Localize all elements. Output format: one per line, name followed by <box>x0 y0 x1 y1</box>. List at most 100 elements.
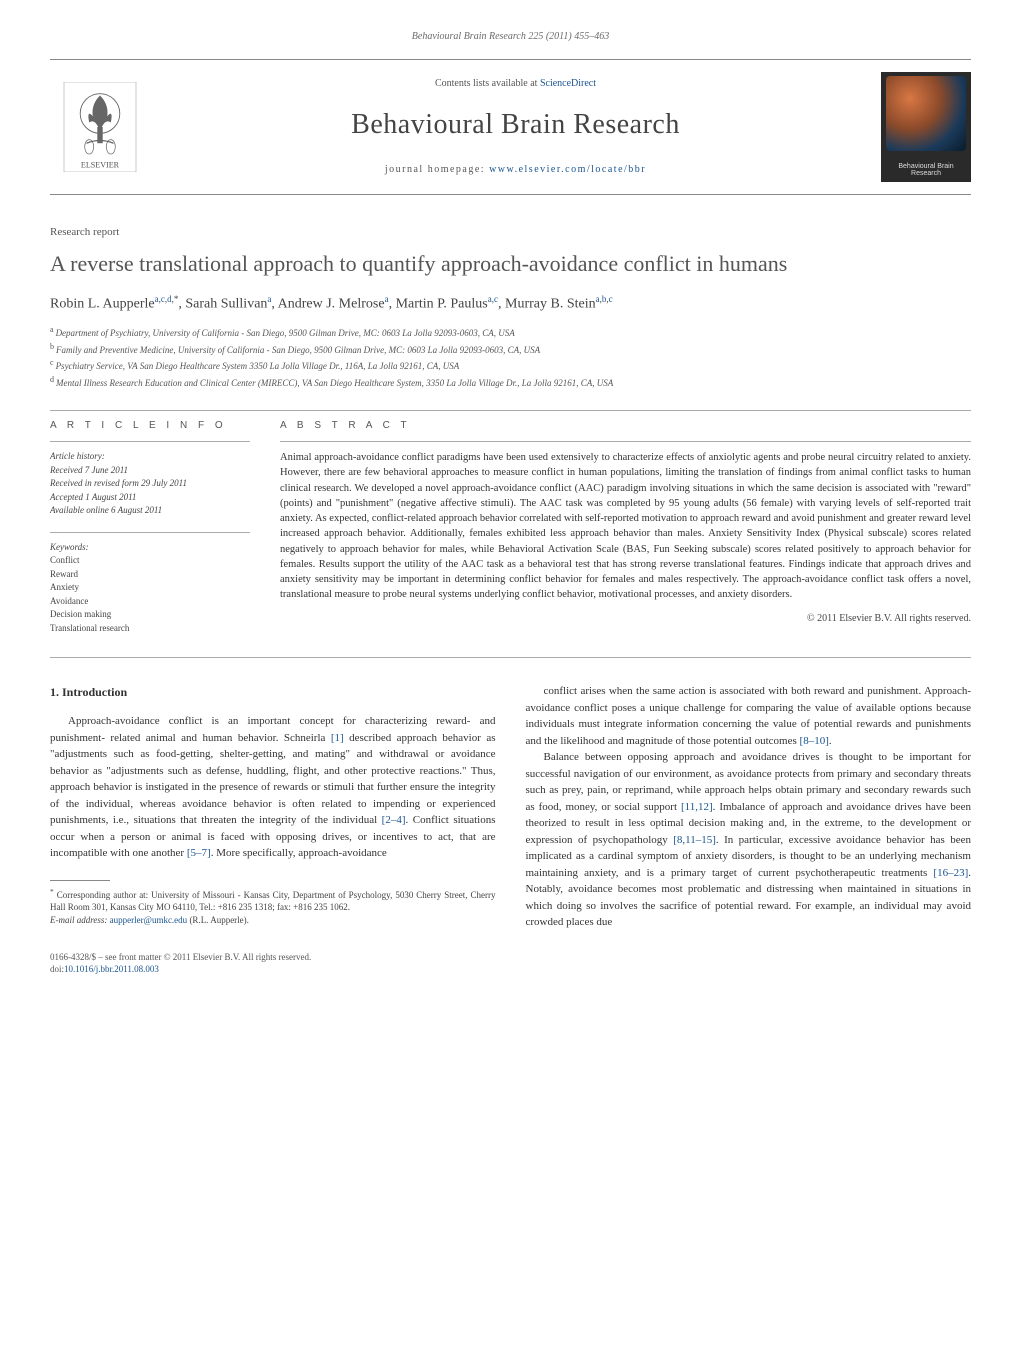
svg-text:ELSEVIER: ELSEVIER <box>81 161 120 170</box>
section-heading: 1. Introduction <box>50 683 496 701</box>
doi-link[interactable]: 10.1016/j.bbr.2011.08.003 <box>64 964 159 974</box>
corr-text: Corresponding author at: University of M… <box>50 890 496 913</box>
corresponding-author-note: * Corresponding author at: University of… <box>50 887 496 914</box>
page-footer: 0166-4328/$ – see front matter © 2011 El… <box>50 951 971 976</box>
author: Martin P. Paulus <box>396 297 488 312</box>
body-column-left: 1. Introduction Approach-avoidance confl… <box>50 683 496 931</box>
affil-marker-link[interactable]: c <box>609 294 613 304</box>
rule <box>50 441 250 442</box>
affil-marker-link[interactable]: b <box>602 294 607 304</box>
homepage-label: journal homepage: <box>385 164 489 175</box>
author: Andrew J. Melrose <box>278 297 385 312</box>
history-line: Available online 6 August 2011 <box>50 504 250 518</box>
cover-caption: Behavioural Brain Research <box>885 163 967 178</box>
affil-marker-link[interactable]: d <box>167 294 172 304</box>
affil-marker-link[interactable]: a <box>267 294 271 304</box>
homepage-line: journal homepage: www.elsevier.com/locat… <box>170 163 861 177</box>
affiliation: c Psychiatry Service, VA San Diego Healt… <box>50 357 971 374</box>
author-marker: a <box>385 294 389 304</box>
section-title: Introduction <box>62 685 127 699</box>
rule <box>50 410 971 411</box>
article-info-column: A R T I C L E I N F O Article history: R… <box>50 419 250 635</box>
keywords-block: Keywords: ConflictRewardAnxietyAvoidance… <box>50 541 250 636</box>
author: Murray B. Stein <box>505 297 596 312</box>
body-paragraph: Balance between opposing approach and av… <box>526 749 972 931</box>
body-paragraph: Approach-avoidance conflict is an import… <box>50 713 496 862</box>
author: Robin L. Aupperle <box>50 297 155 312</box>
info-abstract-row: A R T I C L E I N F O Article history: R… <box>50 419 971 635</box>
doi-line: doi:10.1016/j.bbr.2011.08.003 <box>50 963 971 976</box>
affil-marker-link[interactable]: a <box>596 294 600 304</box>
article-info-label: A R T I C L E I N F O <box>50 419 250 433</box>
history-line: Received 7 June 2011 <box>50 464 250 478</box>
affiliation: d Mental Illness Research Education and … <box>50 374 971 391</box>
affiliations: a Department of Psychiatry, University o… <box>50 324 971 390</box>
keyword: Avoidance <box>50 595 250 609</box>
running-head: Behavioural Brain Research 225 (2011) 45… <box>50 30 971 44</box>
ref-link[interactable]: [8–10] <box>800 735 829 747</box>
article-history: Article history: Received 7 June 2011Rec… <box>50 450 250 518</box>
abstract-text: Animal approach-avoidance conflict parad… <box>280 450 971 602</box>
rule <box>280 441 971 442</box>
authors-line: Robin L. Aupperlea,c,d,*, Sarah Sullivan… <box>50 293 971 314</box>
email-person: (R.L. Aupperle). <box>189 915 248 925</box>
journal-cover: Behavioural Brain Research <box>881 72 971 182</box>
cover-image <box>886 76 966 151</box>
author-marker: a <box>267 294 271 304</box>
keywords-label: Keywords: <box>50 541 250 555</box>
elsevier-tree-icon: ELSEVIER <box>60 82 140 172</box>
section-number: 1. <box>50 685 59 699</box>
abstract-label: A B S T R A C T <box>280 419 971 433</box>
keyword: Decision making <box>50 608 250 622</box>
keyword: Translational research <box>50 622 250 636</box>
contents-text: Contents lists available at <box>435 78 540 89</box>
article-title: A reverse translational approach to quan… <box>50 250 971 279</box>
article-type: Research report <box>50 225 971 240</box>
ref-link[interactable]: [16–23] <box>933 867 968 879</box>
email-note: E-mail address: aupperler@umkc.edu (R.L.… <box>50 914 496 927</box>
author-marker: a,b,c <box>596 294 613 304</box>
author-marker: a,c <box>488 294 498 304</box>
history-line: Received in revised form 29 July 2011 <box>50 477 250 491</box>
body-paragraph: conflict arises when the same action is … <box>526 683 972 749</box>
affil-marker: d <box>50 375 56 384</box>
journal-header: ELSEVIER Contents lists available at Sci… <box>50 59 971 195</box>
journal-title: Behavioural Brain Research <box>170 105 861 144</box>
ref-link[interactable]: [2–4] <box>382 814 406 826</box>
affil-marker-link[interactable]: c <box>494 294 498 304</box>
affil-marker: c <box>50 358 56 367</box>
ref-link[interactable]: [1] <box>331 732 344 744</box>
ref-link[interactable]: [5–7] <box>187 847 211 859</box>
keyword: Reward <box>50 568 250 582</box>
history-label: Article history: <box>50 450 250 464</box>
affil-marker: a <box>50 325 56 334</box>
body-columns: 1. Introduction Approach-avoidance confl… <box>50 683 971 931</box>
citation-line: Behavioural Brain Research 225 (2011) 45… <box>412 31 609 42</box>
ref-link[interactable]: [8,11–15] <box>673 834 716 846</box>
keyword: Anxiety <box>50 581 250 595</box>
history-line: Accepted 1 August 2011 <box>50 491 250 505</box>
rule <box>50 657 971 658</box>
email-label: E-mail address: <box>50 915 107 925</box>
body-column-right: conflict arises when the same action is … <box>526 683 972 931</box>
rule <box>50 532 250 533</box>
abstract-column: A B S T R A C T Animal approach-avoidanc… <box>280 419 971 635</box>
author: Sarah Sullivan <box>185 297 267 312</box>
affiliation: b Family and Preventive Medicine, Univer… <box>50 341 971 358</box>
doi-label: doi: <box>50 964 64 974</box>
affil-marker-link[interactable]: a <box>155 294 159 304</box>
footnote-separator <box>50 880 110 881</box>
sciencedirect-link[interactable]: ScienceDirect <box>540 78 596 89</box>
ref-link[interactable]: [11,12] <box>681 801 713 813</box>
affiliation: a Department of Psychiatry, University o… <box>50 324 971 341</box>
author-marker: a,c,d,* <box>155 294 179 304</box>
affil-marker-link[interactable]: a <box>488 294 492 304</box>
email-link[interactable]: aupperler@umkc.edu <box>110 915 188 925</box>
affil-marker: b <box>50 342 56 351</box>
keyword: Conflict <box>50 554 250 568</box>
publisher-logo: ELSEVIER <box>50 77 150 177</box>
homepage-link[interactable]: www.elsevier.com/locate/bbr <box>489 164 646 175</box>
affil-marker-link[interactable]: c <box>161 294 165 304</box>
affil-marker-link[interactable]: a <box>385 294 389 304</box>
contents-line: Contents lists available at ScienceDirec… <box>170 77 861 91</box>
